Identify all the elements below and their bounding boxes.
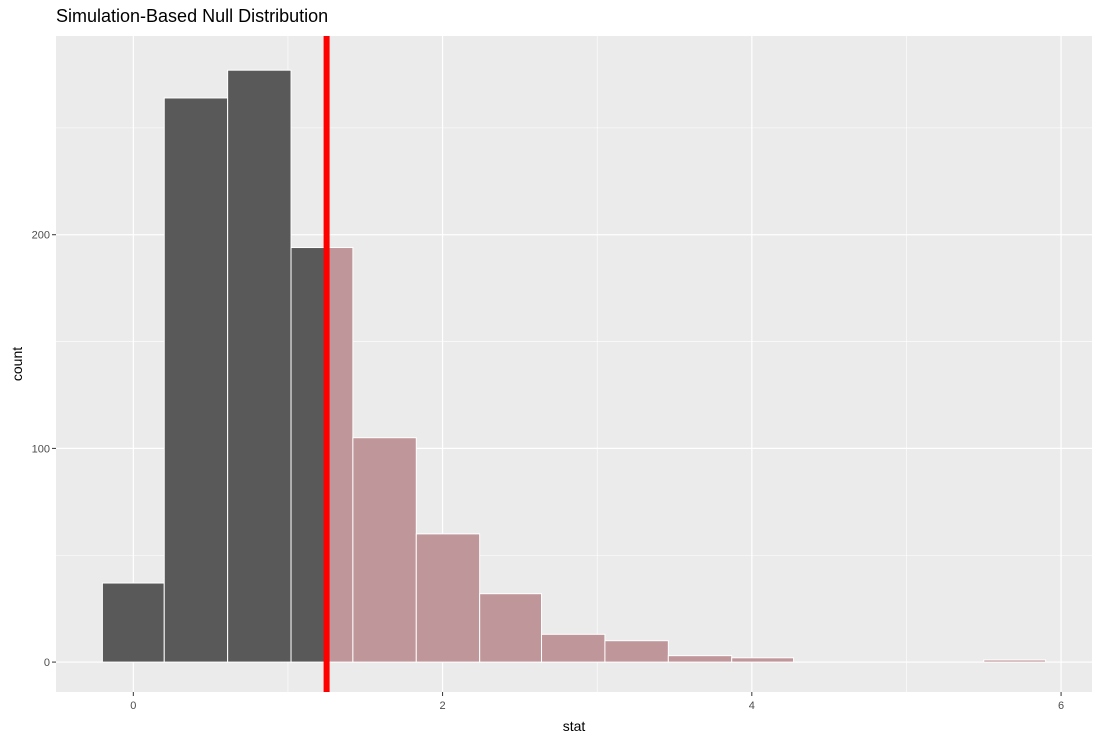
histogram-bar-shaded [352,437,417,663]
x-axis-title: stat [563,718,586,734]
x-tick-label: 6 [1058,700,1064,712]
chart-title: Simulation-Based Null Distribution [56,6,329,26]
histogram-bar [227,69,292,663]
histogram-bars [101,69,1047,663]
y-tick-label: 100 [32,443,50,455]
x-tick-label: 2 [440,700,446,712]
x-tick-label: 4 [749,700,755,712]
y-tick-label: 0 [44,657,50,669]
y-tick-label: 200 [32,230,50,242]
histogram-bar-shaded [541,633,606,663]
histogram-bar [101,582,165,663]
y-axis-title: count [9,347,25,381]
histogram-bar [163,97,229,663]
x-tick-label: 0 [130,700,136,712]
histogram-bar-shaded [479,593,543,663]
histogram-bar-shaded [667,655,733,663]
histogram-bar-shaded [604,640,669,663]
histogram-bar-shaded [326,247,354,663]
histogram-bar-shaded [731,657,795,663]
histogram-bar-shaded [983,659,1047,663]
x-axis-ticks: 0 2 4 6 [130,692,1064,712]
histogram-bar-shaded [415,533,481,663]
y-axis-ticks: 0 100 200 [32,230,56,669]
histogram-bar [290,247,328,663]
